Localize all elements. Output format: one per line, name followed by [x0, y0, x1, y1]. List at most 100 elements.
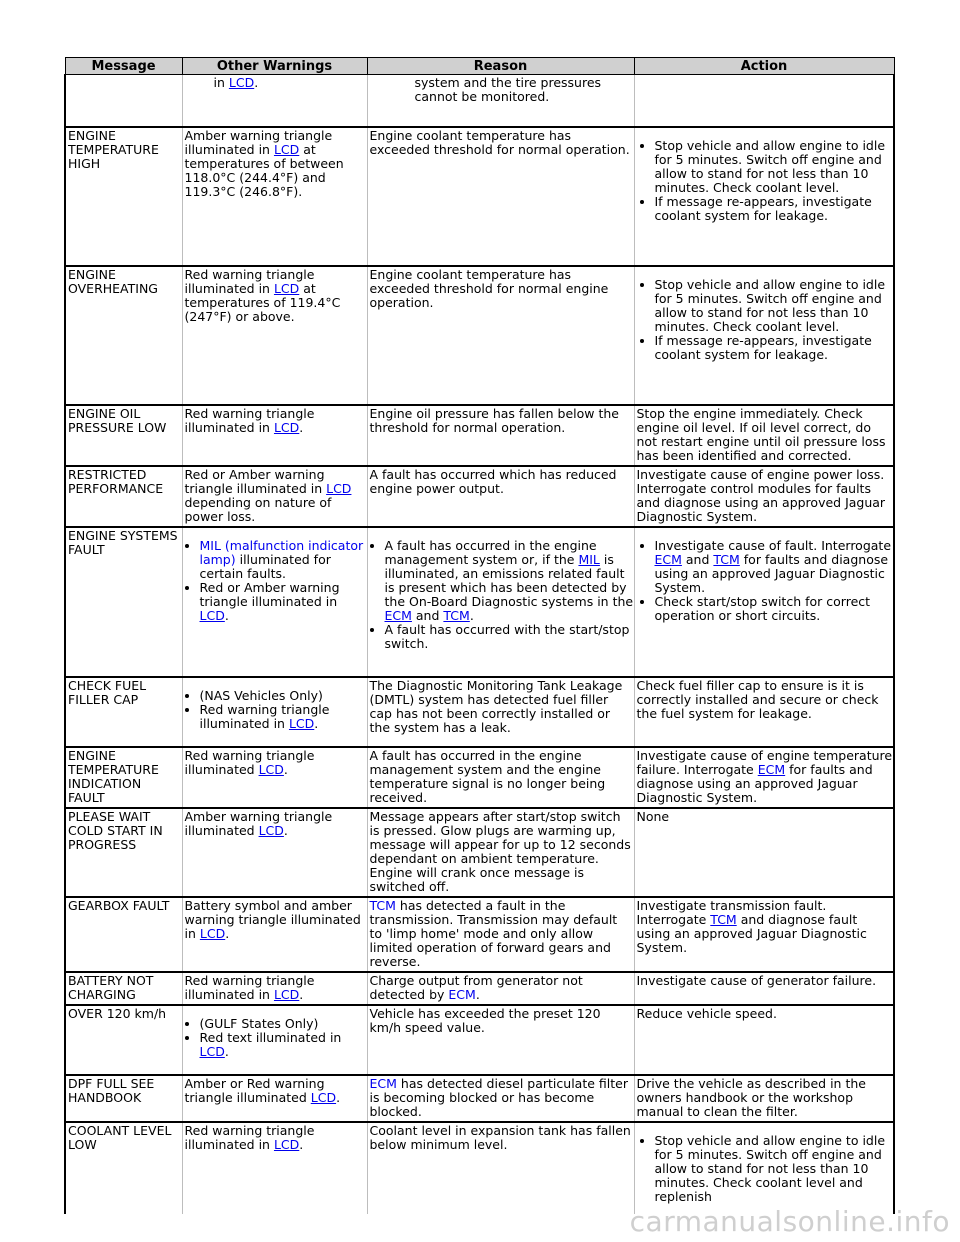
table-row: COOLANT LEVEL LOW Red warning triangle i… — [64, 1121, 895, 1214]
message-cell: RESTRICTED PERFORMANCE — [64, 465, 183, 528]
action-cell: Stop vehicle and allow engine to idle fo… — [633, 265, 895, 406]
tcm-link[interactable]: TCM — [710, 911, 737, 927]
reason-cell: A fault has occurred which has reduced e… — [366, 465, 635, 528]
action-cell: Investigate cause of engine power loss. … — [633, 465, 895, 528]
lcd-link[interactable]: LCD — [273, 1136, 300, 1152]
lcd-link[interactable]: LCD — [310, 1089, 337, 1105]
reason-cell: Coolant level in expansion tank has fall… — [366, 1121, 635, 1214]
action-bullet: Stop vehicle and allow engine to idle fo… — [655, 1133, 893, 1204]
other-warnings-cell: Red warning triangle illuminated in LCD. — [181, 1121, 368, 1214]
other-bullet: Red text illuminated in LCD. — [199, 1030, 367, 1059]
action-bullet: If message re-appears, investigate coola… — [655, 333, 893, 362]
message-cell: ENGINE SYSTEMS FAULT — [64, 526, 183, 678]
message-cell — [64, 74, 183, 128]
reason-cell: A fault has occurred in the engine manag… — [366, 746, 635, 809]
other-warnings-cell: Red warning triangle illuminated in LCD. — [181, 971, 368, 1006]
lcd-link[interactable]: LCD — [273, 280, 300, 296]
lcd-link[interactable]: LCD — [326, 480, 352, 496]
message-cell: ENGINE TEMPERATURE INDICATION FAULT — [64, 746, 183, 809]
action-cell: Reduce vehicle speed. — [633, 1004, 895, 1076]
message-cell: ENGINE TEMPERATURE HIGH — [64, 126, 183, 267]
lcd-link[interactable]: LCD — [199, 1043, 225, 1059]
table-row: CHECK FUEL FILLER CAP (NAS Vehicles Only… — [64, 676, 895, 748]
header-other-warnings: Other Warnings — [181, 57, 368, 75]
reason-cell: Engine coolant temperature has exceeded … — [366, 126, 635, 267]
message-cell: BATTERY NOT CHARGING — [64, 971, 183, 1006]
table-row: ENGINE TEMPERATURE HIGH Amber warning tr… — [64, 126, 895, 267]
action-cell — [633, 74, 895, 128]
table-row: BATTERY NOT CHARGING Red warning triangl… — [64, 971, 895, 1006]
reason-cell: The Diagnostic Monitoring Tank Leakage (… — [366, 676, 635, 748]
message-cell: DPF FULL SEE HANDBOOK — [64, 1074, 183, 1123]
other-bullet: (GULF States Only) — [200, 1016, 367, 1031]
reason-cell: A fault has occurred in the engine manag… — [366, 526, 635, 678]
other-warnings-cell: Red warning triangle illuminated LCD. — [181, 746, 368, 809]
lcd-link[interactable]: LCD — [288, 715, 315, 731]
lcd-link[interactable]: LCD — [273, 986, 300, 1002]
other-warnings-cell: Battery symbol and amber warning triangl… — [181, 896, 368, 973]
ecm-link[interactable]: ECM — [384, 607, 412, 623]
action-bullet: Stop vehicle and allow engine to idle fo… — [655, 277, 893, 334]
action-cell: Stop the engine immediately. Check engin… — [633, 404, 895, 467]
reason-bullet: A fault has occurred with the start/stop… — [385, 622, 634, 651]
lcd-link[interactable]: LCD — [258, 761, 284, 777]
header-action: Action — [633, 57, 895, 75]
action-cell: Investigate cause of engine temperature … — [633, 746, 895, 809]
ecm-link[interactable]: ECM — [654, 551, 682, 567]
reason-cell: system and the tire pressures cannot be … — [366, 74, 635, 128]
warning-messages-table: Message Other Warnings Reason Action in … — [64, 57, 895, 1214]
action-cell: Drive the vehicle as described in the ow… — [633, 1074, 895, 1123]
action-cell: Investigate cause of fault. Interrogate … — [633, 526, 895, 678]
reason-cell: Message appears after start/stop switch … — [366, 807, 635, 898]
other-bullet: (NAS Vehicles Only) — [200, 688, 367, 703]
message-cell: PLEASE WAIT COLD START IN PROGRESS — [64, 807, 183, 898]
ecm-link[interactable]: ECM — [757, 761, 786, 777]
other-warnings-cell: in LCD. — [181, 74, 368, 128]
reason-cell: ECM has detected diesel particulate filt… — [366, 1074, 635, 1123]
site-watermark: carmanualsonline.info — [629, 1205, 950, 1238]
ecm-term: ECM — [369, 1075, 397, 1091]
reason-cell: Engine coolant temperature has exceeded … — [366, 265, 635, 406]
other-warnings-cell: (NAS Vehicles Only)Red warning triangle … — [181, 676, 368, 748]
other-bullet: Red or Amber warning triangle illuminate… — [199, 580, 367, 623]
table-row: ENGINE OVERHEATING Red warning triangle … — [64, 265, 895, 406]
other-warnings-cell: Amber warning triangle illuminated LCD. — [181, 807, 368, 898]
header-message: Message — [64, 57, 183, 75]
reason-cell: Charge output from generator not detecte… — [366, 971, 635, 1006]
action-cell: Investigate cause of generator failure. — [633, 971, 895, 1006]
lcd-link[interactable]: LCD — [273, 141, 300, 157]
other-warnings-cell: Red or Amber warning triangle illuminate… — [181, 465, 368, 528]
tcm-link[interactable]: TCM — [713, 551, 740, 567]
action-bullet: Investigate cause of fault. Interrogate … — [654, 538, 893, 595]
lcd-link[interactable]: LCD — [273, 419, 300, 435]
reason-cell: TCM has detected a fault in the transmis… — [366, 896, 635, 973]
reason-cell: Vehicle has exceeded the preset 120 km/h… — [366, 1004, 635, 1076]
table-row: RESTRICTED PERFORMANCE Red or Amber warn… — [64, 465, 895, 528]
other-warnings-cell: (GULF States Only)Red text illuminated i… — [181, 1004, 368, 1076]
lcd-link[interactable]: LCD — [199, 925, 226, 941]
table-row: ENGINE TEMPERATURE INDICATION FAULT Red … — [64, 746, 895, 809]
lcd-link[interactable]: LCD — [228, 75, 255, 90]
action-cell: Stop vehicle and allow engine to idle fo… — [633, 126, 895, 267]
tcm-term: TCM — [369, 897, 396, 913]
other-warnings-cell: Amber or Red warning triangle illuminate… — [181, 1074, 368, 1123]
other-warnings-cell: Red warning triangle illuminated in LCD … — [181, 265, 368, 406]
other-bullet: Red warning triangle illuminated in LCD. — [200, 702, 367, 731]
action-bullet: Check start/stop switch for correct oper… — [655, 594, 893, 623]
lcd-link[interactable]: LCD — [258, 822, 284, 838]
table-row: ENGINE OIL PRESSURE LOW Red warning tria… — [64, 404, 895, 467]
reason-bullet: A fault has occurred in the engine manag… — [384, 538, 634, 623]
action-cell: Investigate transmission fault. Interrog… — [633, 896, 895, 973]
action-cell: Check fuel filler cap to ensure is it is… — [633, 676, 895, 748]
tcm-link[interactable]: TCM — [443, 607, 470, 623]
header-reason: Reason — [366, 57, 635, 75]
table-row: DPF FULL SEE HANDBOOK Amber or Red warni… — [64, 1074, 895, 1123]
message-cell: COOLANT LEVEL LOW — [64, 1121, 183, 1214]
message-cell: OVER 120 km/h — [64, 1004, 183, 1076]
mil-link[interactable]: MIL — [578, 551, 600, 567]
table-row: GEARBOX FAULT Battery symbol and amber w… — [64, 896, 895, 973]
lcd-link[interactable]: LCD — [199, 607, 225, 623]
table-header-row: Message Other Warnings Reason Action — [64, 57, 895, 75]
other-warnings-cell: Red warning triangle illuminated in LCD. — [181, 404, 368, 467]
message-cell: GEARBOX FAULT — [64, 896, 183, 973]
